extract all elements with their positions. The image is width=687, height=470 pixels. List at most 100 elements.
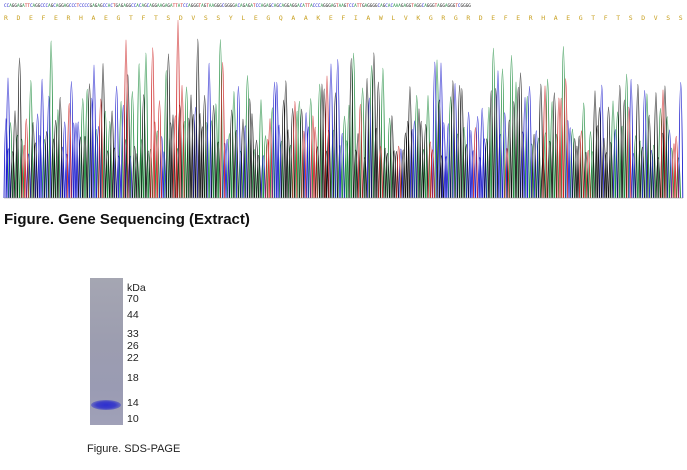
trace-peak <box>630 153 636 199</box>
gene-sequencing-caption: Figure. Gene Sequencing (Extract) <box>4 211 250 228</box>
trace-peak <box>312 126 318 199</box>
trace-peak <box>290 108 296 199</box>
trace-peak <box>639 146 645 199</box>
trace-peak <box>644 93 650 199</box>
trace-peak <box>409 128 415 199</box>
trace-peak <box>599 84 605 199</box>
trace-peak <box>438 62 444 199</box>
trace-peak <box>116 155 122 199</box>
trace-peak <box>452 83 458 199</box>
trace-peak <box>145 150 151 199</box>
trace-peak <box>91 64 97 199</box>
trace-peak <box>170 114 176 199</box>
marker-label: 14 <box>127 397 139 409</box>
marker-label: 33 <box>127 328 139 340</box>
trace-peak <box>5 77 11 199</box>
trace-peak <box>242 125 248 199</box>
trace-peak <box>461 126 467 199</box>
trace-peak <box>296 101 302 199</box>
trace-peak <box>676 157 681 199</box>
trace-peak <box>163 70 169 199</box>
trace-peak <box>423 124 429 199</box>
trace-peak <box>355 133 361 199</box>
trace-peak <box>518 72 524 199</box>
sequencing-chromatogram <box>3 20 684 199</box>
trace-peak <box>114 85 120 199</box>
trace-peak <box>432 61 438 199</box>
trace-peak <box>364 77 370 199</box>
trace-peak <box>601 138 607 199</box>
trace-peak <box>299 108 305 199</box>
trace-peak <box>348 58 354 199</box>
trace-peak <box>646 115 652 199</box>
trace-peak <box>41 139 47 199</box>
trace-peak <box>608 142 614 199</box>
trace-peak <box>96 126 102 199</box>
trace-peak <box>603 152 609 199</box>
trace-peak <box>398 148 404 199</box>
trace-peak <box>393 151 399 199</box>
trace-peak <box>342 116 347 199</box>
trace-peak <box>375 81 381 199</box>
trace-peak <box>592 90 598 199</box>
trace-peak <box>77 136 83 199</box>
trace-peak <box>531 133 537 199</box>
trace-peak <box>567 127 573 199</box>
trace-peak <box>233 130 239 199</box>
trace-peak <box>175 20 181 199</box>
trace-peak <box>28 79 34 199</box>
trace-peak <box>454 133 460 199</box>
protein-band <box>91 400 121 410</box>
trace-peak <box>211 104 217 199</box>
trace-peak <box>497 134 503 199</box>
trace-peak <box>278 141 284 199</box>
trace-peak <box>147 148 153 199</box>
trace-peak <box>332 92 338 199</box>
trace-peak <box>448 96 454 199</box>
trace-peak <box>660 89 666 199</box>
trace-peak <box>26 153 32 199</box>
trace-peak <box>463 144 469 199</box>
trace-peak <box>565 120 571 199</box>
trace-peak <box>378 146 384 199</box>
trace-peak <box>208 120 214 199</box>
trace-peak <box>37 135 43 199</box>
trace-peak <box>168 122 174 199</box>
trace-peak <box>330 129 336 199</box>
trace-peak <box>105 150 111 199</box>
sds-page-caption: Figure. SDS-PAGE <box>87 443 181 455</box>
trace-peak <box>172 115 178 199</box>
trace-peak <box>416 108 422 199</box>
trace-peak <box>324 75 330 199</box>
trace-peak <box>597 106 602 199</box>
trace-peak <box>129 91 135 199</box>
trace-peak <box>53 120 59 199</box>
trace-peak <box>554 133 560 199</box>
trace-peak <box>55 109 61 199</box>
trace-peak <box>574 145 580 199</box>
trace-peak <box>362 157 368 199</box>
trace-peak <box>87 83 92 199</box>
trace-peak <box>249 113 255 199</box>
trace-peak <box>551 92 557 199</box>
trace-peak <box>351 52 357 199</box>
trace-peak <box>231 91 237 199</box>
trace-peak <box>563 78 569 199</box>
trace-peak <box>44 131 50 199</box>
trace-peak <box>314 146 320 199</box>
trace-peak <box>57 97 63 199</box>
trace-peak <box>664 116 670 199</box>
trace-peak <box>335 59 341 199</box>
dna-sequence-text: CCAGGAGATTCAGGCCCAGCAGGAGCCCTCCCCGAGAGCC… <box>4 4 471 9</box>
trace-peak <box>303 112 309 199</box>
trace-peak <box>626 106 632 199</box>
sequence-strip: CCAGGAGATTCAGGCCCAGCAGGAGCCCTCCCCGAGAGCC… <box>4 2 683 26</box>
trace-peak <box>269 107 275 199</box>
trace-peak <box>301 130 307 199</box>
trace-peak <box>400 149 406 199</box>
trace-peak <box>197 113 203 199</box>
trace-peak <box>583 151 589 199</box>
trace-peak <box>190 114 196 199</box>
trace-peak <box>669 147 675 199</box>
trace-peak <box>308 98 314 199</box>
